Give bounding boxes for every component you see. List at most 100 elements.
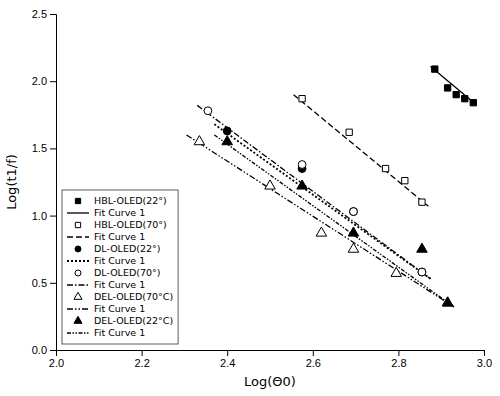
point	[297, 180, 308, 189]
point	[418, 268, 426, 276]
legend-swatch	[75, 222, 80, 227]
point	[299, 96, 305, 102]
fit-line	[214, 124, 430, 279]
y-axis-tick: 0.5	[32, 277, 56, 289]
y-axis-title: Log(t1/f)	[4, 154, 19, 210]
x-axis-tick: 2.8	[391, 350, 406, 369]
point	[418, 268, 426, 276]
y-axis-tick-mark	[50, 14, 56, 15]
point	[346, 129, 352, 135]
fit-line	[187, 135, 455, 307]
legend-label: HBL-OLED(22°)	[94, 195, 167, 206]
legend-swatch	[67, 236, 89, 237]
point	[391, 267, 402, 276]
x-axis-tick-label: 3.0	[477, 357, 492, 369]
x-axis-tick-mark	[484, 350, 485, 356]
legend-swatch	[67, 212, 89, 213]
point	[462, 96, 468, 102]
x-axis-line	[57, 351, 485, 357]
point	[419, 199, 425, 205]
x-axis-tick-label: 2.6	[306, 357, 321, 369]
x-axis-tick: 2.2	[134, 350, 149, 369]
y-axis-tick-label: 1.0	[32, 210, 47, 222]
legend-label: DEL-OLED(70°C)	[94, 291, 173, 302]
legend-label: DL-OLED(70°)	[94, 267, 160, 278]
point	[350, 208, 358, 216]
legend-label: Fit Curve 1	[94, 327, 145, 338]
legend-label: DEL-OLED(22°C)	[94, 315, 173, 326]
x-axis-tick-mark	[313, 350, 314, 356]
point	[316, 227, 327, 236]
legend-label: Fit Curve 1	[94, 207, 145, 218]
x-axis-tick-label: 2.2	[134, 357, 149, 369]
y-axis-tick-label: 0.5	[32, 277, 47, 289]
point	[470, 100, 476, 106]
x-axis-tick: 2.0	[49, 350, 64, 369]
x-axis: 2.0 2.2 2.4 2.6 2.8 3.0	[49, 350, 492, 369]
point	[453, 91, 459, 97]
y-axis-tick-label: 1.5	[32, 142, 47, 154]
y-axis-tick-mark	[50, 283, 56, 284]
plot: 2.0 2.2 2.4 2.6 2.8 3.0 0.0 0.5 1.0 1.5 2.0 2.5 HBL-…	[32, 8, 492, 369]
point	[194, 136, 205, 145]
point	[348, 227, 359, 236]
x-axis-tick: 2.4	[220, 350, 235, 369]
point	[298, 161, 306, 169]
point	[204, 107, 212, 115]
point	[350, 208, 358, 216]
fit-line	[197, 105, 430, 278]
y-axis-tick-label: 2.5	[32, 8, 47, 20]
legend-swatch	[67, 332, 89, 333]
point	[382, 165, 388, 171]
legend-swatch	[75, 270, 81, 276]
legend-swatch	[67, 284, 89, 285]
fit-line	[214, 135, 454, 307]
legend-label: Fit Curve 1	[94, 231, 145, 242]
point	[417, 243, 428, 252]
legend-swatch	[67, 308, 89, 309]
y-axis-tick-label: 0.0	[32, 344, 47, 356]
chart: 2.0 2.2 2.4 2.6 2.8 3.0 0.0 0.5 1.0 1.5 2.0 2.5 HBL-…	[0, 0, 500, 396]
point	[402, 177, 408, 183]
point	[223, 127, 231, 135]
x-axis-tick: 3.0	[477, 350, 492, 369]
point	[222, 136, 233, 145]
y-axis: 0.0 0.5 1.0 1.5 2.0 2.5	[32, 8, 57, 356]
x-axis-tick-mark	[142, 350, 143, 356]
x-axis-tick-mark	[227, 350, 228, 356]
fit-line	[294, 95, 429, 207]
legend-swatch	[74, 292, 82, 299]
x-axis-title: Log(Θ0)	[244, 374, 296, 389]
point	[444, 85, 450, 91]
y-axis-tick-mark	[50, 350, 56, 351]
x-axis-tick-label: 2.0	[49, 357, 64, 369]
legend-label: DL-OLED(22°)	[94, 243, 160, 254]
fit-line	[431, 66, 476, 104]
x-axis-tick-label: 2.8	[391, 357, 406, 369]
legend: HBL-OLED(22°)Fit Curve 1HBL-OLED(70°)Fit…	[62, 190, 178, 344]
legend-swatch	[75, 198, 80, 203]
x-axis-tick-label: 2.4	[220, 357, 235, 369]
point	[432, 66, 438, 72]
y-axis-line	[50, 15, 57, 351]
marks	[187, 66, 477, 307]
legend-swatch	[74, 316, 82, 323]
point	[442, 297, 453, 306]
legend-swatch	[67, 260, 89, 262]
legend-label: HBL-OLED(70°)	[94, 219, 167, 230]
y-axis-tick: 2.5	[32, 8, 56, 20]
x-axis-tick-mark	[398, 350, 399, 356]
y-axis-tick-label: 2.0	[32, 75, 47, 87]
legend-frame	[62, 190, 178, 344]
y-axis-tick: 1.5	[32, 142, 56, 154]
y-axis-tick-mark	[50, 148, 56, 149]
point	[265, 180, 276, 189]
y-axis-tick: 2.0	[32, 75, 56, 87]
y-axis-tick-mark	[50, 81, 56, 82]
legend-label: Fit Curve 1	[94, 255, 145, 266]
x-axis-tick: 2.6	[306, 350, 321, 369]
point	[442, 297, 453, 306]
legend-swatch	[75, 246, 81, 252]
point	[348, 243, 359, 252]
legend-label: Fit Curve 1	[94, 303, 145, 314]
